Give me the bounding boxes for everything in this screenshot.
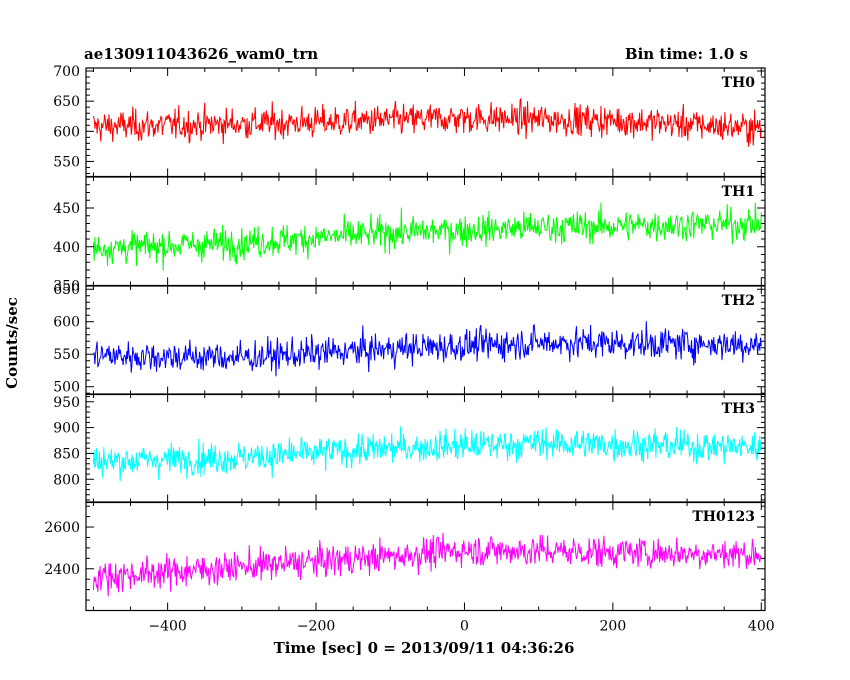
panel-th2: 500 550 600 650 TH2 — [53, 282, 766, 396]
series-line-th3 — [92, 426, 762, 482]
y-tick-label: 850 — [53, 446, 80, 462]
y-tick-label: 550 — [53, 347, 80, 363]
series-line-th1 — [92, 202, 762, 271]
y-tick-label: 900 — [53, 421, 80, 437]
x-tick-label: −400 — [148, 619, 186, 635]
panel-th0: 550 600 650 700 TH0 — [53, 64, 766, 178]
x-tick-label: 200 — [600, 619, 627, 635]
x-axis-label: Time [sec] 0 = 2013/09/11 04:36:26 — [274, 639, 575, 657]
x-tick-label: 400 — [748, 619, 775, 635]
panel-th1: 350 400 450 TH1 — [53, 176, 766, 295]
series-line-th0123 — [92, 532, 762, 597]
panel-label-th0: TH0 — [722, 75, 756, 91]
series-line-th0 — [92, 97, 762, 147]
y-axis-label: Counts/sec — [3, 297, 21, 389]
y-tick-label: 600 — [53, 124, 80, 140]
x-tick-label: 0 — [460, 619, 469, 635]
series-line-th2 — [93, 321, 762, 377]
y-tick-label: 650 — [53, 94, 80, 110]
y-tick-label: 550 — [53, 154, 80, 170]
chart-title-left: ae130911043626_wam0_trn — [84, 45, 318, 63]
panels-group: 550 600 650 700 TH0 350 400 450 TH1 500 550 600 650 T… — [44, 64, 766, 612]
y-tick-label: 400 — [53, 240, 80, 256]
panel-label-th1: TH1 — [722, 184, 755, 200]
y-tick-label: 700 — [53, 64, 80, 80]
y-tick-label: 650 — [53, 282, 80, 298]
panel-th0123: 2400 2600 TH0123 — [44, 501, 766, 612]
panel-frame — [85, 501, 766, 612]
x-axis: −400 −200 0 200 400 — [148, 619, 774, 635]
y-tick-label: 2400 — [44, 562, 80, 578]
panel-label-th0123: TH0123 — [692, 509, 755, 525]
x-tick-label: −200 — [297, 619, 335, 635]
panel-th3: 800 850 900 950 TH3 — [53, 393, 766, 504]
y-tick-label: 950 — [53, 395, 80, 411]
y-tick-label: 800 — [53, 472, 80, 488]
y-tick-label: 350 — [53, 279, 80, 295]
y-tick-label: 500 — [53, 380, 80, 396]
chart-title-right: Bin time: 1.0 s — [625, 45, 748, 63]
y-tick-label: 450 — [53, 201, 80, 217]
panel-label-th2: TH2 — [722, 293, 755, 309]
panel-label-th3: TH3 — [722, 401, 755, 417]
y-tick-label: 600 — [53, 315, 80, 331]
y-tick-label: 2600 — [44, 520, 80, 536]
